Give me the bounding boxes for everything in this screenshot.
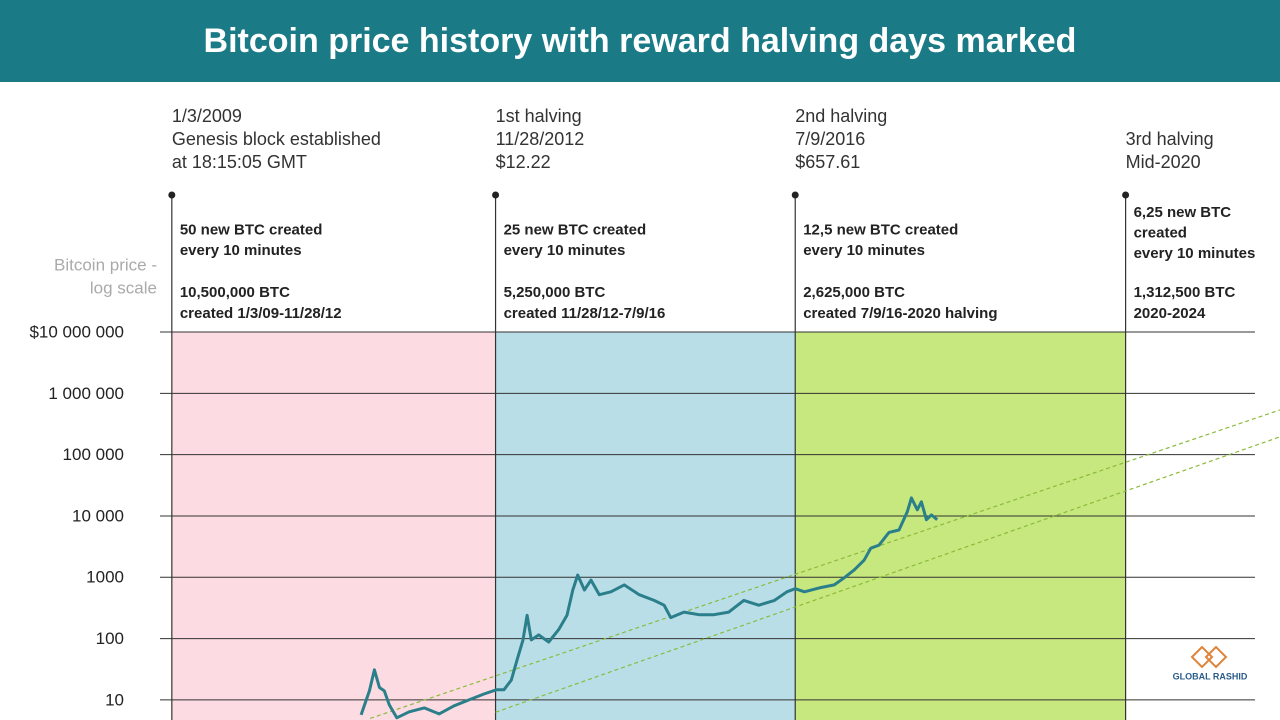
price-line bbox=[359, 496, 939, 720]
y-tick-label: 10 bbox=[105, 690, 124, 709]
halving-region bbox=[495, 332, 796, 720]
supply-note: 2020-2024 bbox=[1134, 305, 1206, 322]
halving-label: 1st halving bbox=[496, 106, 582, 126]
halving-dot bbox=[168, 191, 176, 199]
supply-note: created 11/28/12-7/9/16 bbox=[504, 305, 666, 322]
supply-note: 2,625,000 BTC bbox=[803, 284, 905, 301]
halving-label: 1/3/2009 bbox=[172, 106, 242, 126]
rate-note: created bbox=[1134, 224, 1187, 241]
halving-label: $657.61 bbox=[795, 152, 860, 172]
halving-dot bbox=[791, 191, 799, 199]
halving-label: 11/28/2012 bbox=[496, 129, 585, 149]
rate-note: every 10 minutes bbox=[803, 242, 925, 259]
y-tick-label: 10 000 bbox=[72, 506, 124, 525]
trend-line bbox=[370, 409, 1280, 719]
header-bar bbox=[0, 0, 1280, 82]
supply-note: created 7/9/16-2020 halving bbox=[803, 305, 997, 322]
rate-note: every 10 minutes bbox=[1134, 245, 1256, 262]
rate-note: 25 new BTC created bbox=[504, 221, 647, 238]
y-tick-label: 100 000 bbox=[63, 445, 124, 464]
halving-region bbox=[795, 332, 1126, 720]
logo-icon bbox=[1190, 645, 1228, 669]
trend-line bbox=[495, 436, 1280, 713]
halving-label: Mid-2020 bbox=[1126, 152, 1201, 172]
halving-label: 7/9/2016 bbox=[795, 129, 865, 149]
rate-note: every 10 minutes bbox=[180, 242, 302, 259]
halving-region bbox=[171, 332, 496, 720]
supply-note: 1,312,500 BTC bbox=[1134, 284, 1236, 301]
rate-note: 50 new BTC created bbox=[180, 221, 323, 238]
rate-note: 12,5 new BTC created bbox=[803, 221, 958, 238]
halving-label: 2nd halving bbox=[795, 106, 887, 126]
halving-label: $12.22 bbox=[496, 152, 551, 172]
supply-note: 5,250,000 BTC bbox=[504, 284, 606, 301]
halving-dot bbox=[492, 191, 500, 199]
supply-note: 10,500,000 BTC bbox=[180, 284, 290, 301]
halving-dot bbox=[1122, 191, 1130, 199]
rate-note: 6,25 new BTC bbox=[1134, 204, 1232, 221]
halving-label: at 18:15:05 GMT bbox=[172, 152, 307, 172]
y-tick-label: 1 000 000 bbox=[48, 384, 124, 403]
y-tick-label: $10 000 000 bbox=[29, 322, 124, 341]
chart-title: Bitcoin price history with reward halvin… bbox=[204, 22, 1077, 60]
halving-label: Genesis block established bbox=[172, 129, 381, 149]
supply-note: created 1/3/09-11/28/12 bbox=[180, 305, 342, 322]
y-axis-label: log scale bbox=[90, 278, 157, 297]
y-tick-label: 100 bbox=[96, 629, 124, 648]
watermark: GLOBAL RASHID bbox=[1173, 671, 1248, 681]
rate-note: every 10 minutes bbox=[504, 242, 626, 259]
y-tick-label: 1000 bbox=[86, 568, 124, 587]
logo: GLOBAL RASHID bbox=[1173, 645, 1248, 681]
y-axis-label: Bitcoin price - bbox=[54, 255, 157, 274]
halving-label: 3rd halving bbox=[1126, 129, 1214, 149]
